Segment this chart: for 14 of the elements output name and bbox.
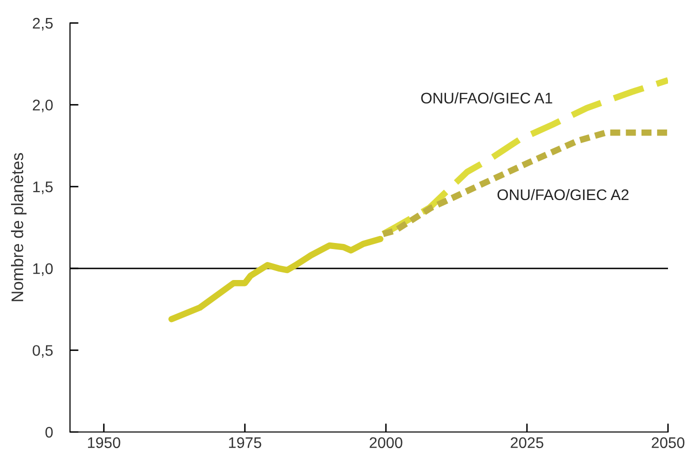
x-tick-label: 1975 xyxy=(229,437,262,448)
y-tick-label: 2,0 xyxy=(32,100,53,112)
series-label: ONU/FAO/GIEC A1 xyxy=(421,92,552,104)
y-tick-label: 0 xyxy=(45,426,53,438)
y-tick-label: 1,5 xyxy=(33,182,53,194)
x-tick-label: 1950 xyxy=(88,437,120,448)
y-tick-label: 2,5 xyxy=(32,18,53,30)
y-axis-title: Nombre de planètes xyxy=(10,153,27,302)
y-tick-label: 1,0 xyxy=(33,263,53,276)
series-label: ONU/FAO/GIEC A2 xyxy=(498,188,628,200)
y-tick-label: 0,5 xyxy=(32,345,53,358)
x-tick-label: 2025 xyxy=(510,437,544,448)
x-tick-label: 2050 xyxy=(652,437,684,448)
x-tick-label: 2000 xyxy=(370,437,402,448)
